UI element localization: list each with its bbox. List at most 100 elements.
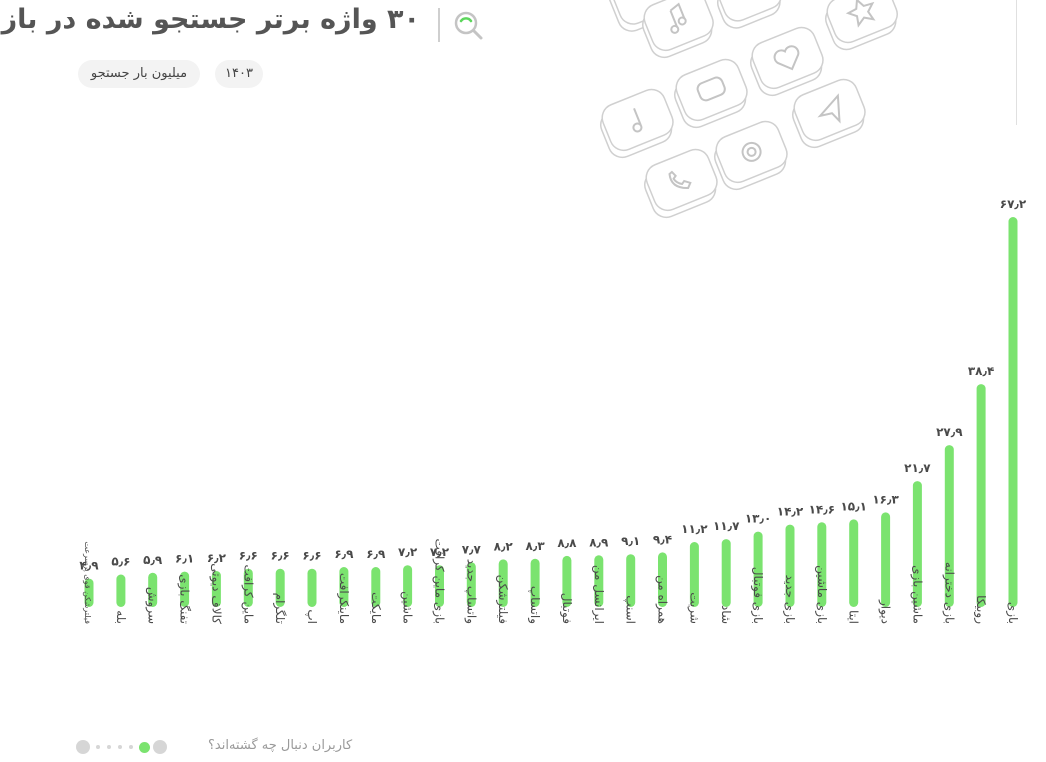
category-label: بازی جدید [782, 575, 797, 624]
message-icon [717, 0, 783, 29]
category-label: کالاف دیوتی [208, 563, 223, 624]
value-label: ۱۴٫۶ [809, 502, 835, 516]
category-label: ایرانسل من [591, 565, 606, 624]
bar [944, 445, 954, 607]
category-label: سروش [145, 587, 160, 624]
category-label: ماشین بازی [909, 565, 924, 624]
right-divider [1016, 0, 1017, 125]
pager-dot[interactable] [153, 740, 167, 754]
bar [243, 568, 253, 607]
category-label: بازی دخترانه [941, 562, 956, 624]
pager-dot-active[interactable] [139, 741, 150, 753]
bar [371, 567, 381, 607]
bar [148, 572, 158, 607]
bar [116, 574, 126, 607]
bar [435, 565, 444, 607]
category-label: ماینکرافت [336, 573, 351, 624]
pager-dot[interactable] [107, 745, 111, 749]
bar [785, 524, 795, 607]
phone-icon [644, 148, 718, 219]
value-label: ۶٫۹ [334, 547, 354, 561]
pager-dots[interactable] [76, 740, 176, 754]
category-label: مایکت [369, 592, 383, 624]
category-label: بازی ماین کرافت [432, 538, 447, 624]
value-label: ۶٫۶ [302, 549, 321, 563]
category-label: بله [114, 610, 128, 624]
value-label: ۶٫۶ [239, 549, 258, 563]
value-label: ۸٫۲ [494, 539, 514, 553]
bar [466, 562, 476, 607]
category-label: روبیکا [973, 595, 988, 624]
pager-dot[interactable] [118, 745, 122, 749]
category-label: اسنپ [624, 595, 638, 624]
value-label: ۶۷٫۲ [1000, 197, 1027, 211]
bar [881, 512, 891, 607]
bar [275, 568, 285, 607]
value-label: ۷٫۲ [398, 545, 418, 559]
pager-dot[interactable] [96, 745, 100, 749]
bar [721, 539, 731, 607]
bar [753, 531, 763, 607]
header: ۳۰ واژه برتر جستجو شده در بازار میلیون ب… [0, 0, 1046, 125]
footer-caption: کاربران دنبال چه گشته‌اند؟ [208, 738, 353, 753]
value-label: ۵٫۶ [111, 555, 130, 569]
category-label: بازی [1005, 602, 1020, 624]
bar [976, 384, 986, 607]
title-divider [438, 8, 440, 42]
category-label: واتساپ جدید [463, 559, 478, 624]
value-label: ۱۱٫۲ [681, 522, 708, 536]
bar [658, 552, 667, 607]
category-label: فیلترشکن [495, 575, 510, 624]
category-label: اپ [305, 609, 319, 624]
search-icon [454, 11, 483, 40]
category-label: فوتبال [559, 593, 574, 624]
bar [211, 571, 221, 607]
value-label: ۵٫۹ [143, 553, 163, 567]
value-label: ۹٫۱ [621, 534, 640, 548]
value-label: ۸٫۹ [589, 535, 609, 549]
send-icon [792, 78, 866, 149]
value-label: ۸٫۳ [526, 539, 546, 553]
bar [594, 555, 604, 607]
heart-icon [750, 26, 824, 97]
category-label: واتساپ [527, 586, 542, 624]
value-label: ۱۵٫۱ [840, 499, 866, 513]
chat-bubble-icon [674, 58, 748, 129]
category-label: شریت [686, 592, 701, 624]
pager-dot[interactable] [76, 740, 90, 754]
value-label: ۷٫۲ [430, 545, 450, 559]
bar [1008, 217, 1018, 607]
year-badge: ۱۴۰۳ [215, 60, 263, 88]
value-label: ۶٫۲ [207, 551, 227, 565]
value-label: ۶٫۶ [271, 549, 290, 563]
value-label: ۱۶٫۳ [872, 492, 899, 506]
category-label: دیوار [878, 599, 893, 624]
bar [626, 554, 636, 607]
category-label: ایتا [847, 610, 861, 624]
category-label: همراه من [655, 575, 670, 624]
value-label: ۹٫۴ [653, 532, 672, 546]
value-label: ۶٫۱ [175, 552, 194, 566]
value-label: ۲۱٫۷ [904, 461, 931, 475]
value-label: ۱۳٫۰ [745, 512, 771, 526]
bar [689, 542, 699, 607]
category-label: ماین کرافت [240, 564, 255, 624]
value-label: ۴٫۹ [79, 559, 99, 573]
value-label: ۱۴٫۲ [777, 505, 804, 519]
music-note-icon [642, 0, 714, 59]
value-label: ۶٫۹ [366, 547, 386, 561]
value-label: ۸٫۸ [557, 536, 577, 550]
category-label: فیلترشکن قوی پرسرعت [83, 541, 92, 624]
bar [817, 522, 827, 607]
decorative-app-icons [600, 0, 898, 219]
value-label: ۳۸٫۴ [968, 364, 994, 378]
value-label: ۲۷٫۹ [936, 425, 963, 439]
unit-badge: میلیون بار جستجو [78, 60, 200, 88]
pager-dot[interactable] [129, 745, 133, 749]
bar [849, 519, 859, 607]
value-label: ۱۱٫۷ [713, 519, 740, 533]
star-icon [825, 0, 898, 51]
gear-icon [714, 120, 788, 191]
music-icon [600, 88, 674, 159]
bar [403, 565, 413, 607]
